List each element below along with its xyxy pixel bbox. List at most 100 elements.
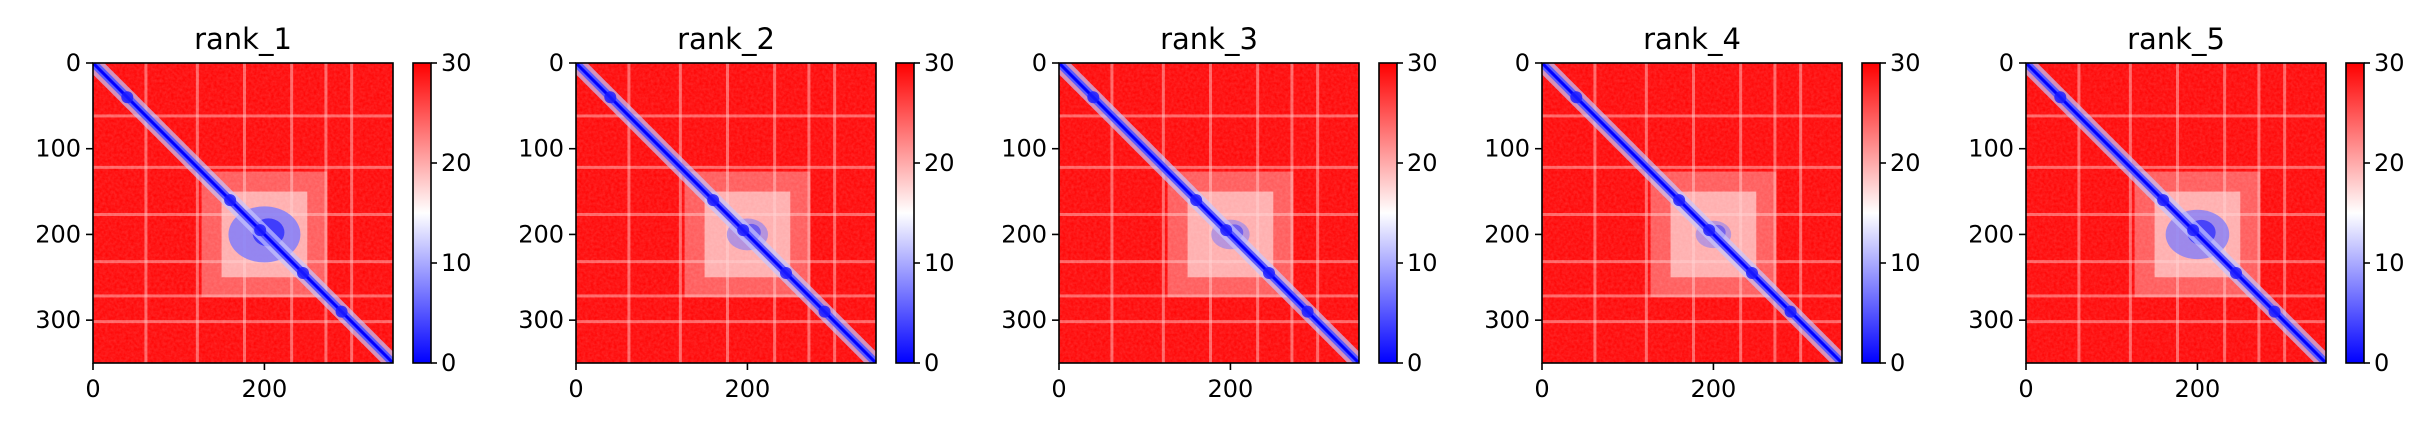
y-tick-label: 0 — [549, 49, 564, 77]
colorbar-frame — [2345, 62, 2365, 364]
x-tick-label: 0 — [1534, 375, 1549, 403]
y-tick-label: 100 — [518, 135, 564, 163]
panel-3: rank_3 0 100 200 300 0 200 0 10 20 30 — [1001, 22, 1437, 403]
colorbar-tick-label: 0 — [1890, 349, 1905, 377]
panel-title: rank_1 — [194, 22, 292, 56]
axes-frame — [2025, 62, 2327, 364]
diagonal-bead — [1703, 224, 1716, 237]
colorbar-tick-label: 30 — [924, 49, 955, 77]
y-tick-label: 200 — [1001, 220, 1047, 248]
colorbar-tick-label: 10 — [1890, 249, 1921, 277]
axes-frame — [1058, 62, 1360, 364]
diagonal-bead — [2054, 91, 2067, 104]
diagonal-bead — [254, 224, 267, 237]
y-tick-label: 100 — [1484, 135, 1530, 163]
colorbar-tick-label: 30 — [2374, 49, 2405, 77]
colorbar-tick-label: 0 — [2374, 349, 2389, 377]
colorbar-tick-label: 0 — [924, 349, 939, 377]
colorbar-tick-label: 20 — [441, 149, 472, 177]
diagonal-bead — [1087, 91, 1100, 104]
colorbar-tick-label: 10 — [1407, 249, 1438, 277]
diagonal-bead — [2187, 224, 2200, 237]
heatmap — [576, 63, 876, 363]
x-tick-label: 200 — [725, 375, 771, 403]
colorbar-tick-label: 10 — [924, 249, 955, 277]
colorbar — [896, 63, 914, 363]
colorbar-tick-label: 20 — [1890, 149, 1921, 177]
diagonal-bead — [1263, 267, 1275, 279]
axes-frame — [575, 62, 877, 364]
colorbar-tick-label: 30 — [1407, 49, 1438, 77]
x-tick-label: 200 — [2175, 375, 2221, 403]
colorbar-tick-label: 20 — [2374, 149, 2405, 177]
x-tick-label: 0 — [568, 375, 583, 403]
diagonal-bead — [335, 305, 348, 318]
y-tick-label: 300 — [35, 306, 81, 334]
colorbar-tick-label: 10 — [441, 249, 472, 277]
y-tick-label: 200 — [1968, 220, 2014, 248]
colorbar-tick-label: 10 — [2374, 249, 2405, 277]
heatmap — [1059, 63, 1359, 363]
diagonal-bead — [737, 224, 750, 237]
colorbar-tick-label: 0 — [441, 349, 456, 377]
colorbar-tick-label: 30 — [1890, 49, 1921, 77]
diagonal-bead — [604, 91, 617, 104]
y-tick-label: 200 — [35, 220, 81, 248]
panel-title: rank_3 — [1160, 22, 1258, 56]
heatmap — [1542, 63, 1842, 363]
diagonal-bead — [1570, 91, 1583, 104]
diagonal-bead — [818, 305, 831, 318]
y-tick-label: 300 — [1484, 306, 1530, 334]
x-tick-label: 200 — [1691, 375, 1737, 403]
diagonal-bead — [1746, 267, 1758, 279]
diagonal-bead — [1784, 305, 1797, 318]
y-tick-label: 300 — [518, 306, 564, 334]
diagonal-bead — [780, 267, 792, 279]
diagonal-bead — [121, 91, 134, 104]
diagonal-bead — [1673, 194, 1686, 207]
panel-1: rank_1 0 100 200 300 0 200 0 10 20 30 — [35, 22, 471, 403]
colorbar — [413, 63, 431, 363]
colorbar-frame — [895, 62, 915, 364]
colorbar-tick-label: 20 — [1407, 149, 1438, 177]
y-tick-label: 100 — [35, 135, 81, 163]
y-tick-label: 200 — [518, 220, 564, 248]
diagonal-bead — [224, 194, 237, 207]
colorbar-tick-label: 0 — [1407, 349, 1422, 377]
axes-frame — [1541, 62, 1843, 364]
panel-title: rank_2 — [677, 22, 775, 56]
colorbar-frame — [1378, 62, 1398, 364]
panel-2: rank_2 0 100 200 300 0 200 0 10 20 30 — [518, 22, 954, 403]
y-tick-label: 0 — [1515, 49, 1530, 77]
colorbar-frame — [1861, 62, 1881, 364]
diagonal-bead — [2157, 194, 2170, 207]
diagonal-bead — [1220, 224, 1233, 237]
x-tick-label: 200 — [242, 375, 288, 403]
colorbar-frame — [412, 62, 432, 364]
heatmap — [2026, 63, 2326, 363]
y-tick-label: 300 — [1968, 306, 2014, 334]
panel-title: rank_5 — [2127, 22, 2225, 56]
y-tick-label: 0 — [1999, 49, 2014, 77]
colorbar — [2346, 63, 2364, 363]
panel-4: rank_4 0 100 200 300 0 200 0 10 20 30 — [1484, 22, 1920, 403]
axes-frame — [92, 62, 394, 364]
diagonal-bead — [297, 267, 309, 279]
diagonal-bead — [2268, 305, 2281, 318]
diagonal-bead — [2230, 267, 2242, 279]
colorbar — [1862, 63, 1880, 363]
diagonal-bead — [1301, 305, 1314, 318]
y-tick-label: 300 — [1001, 306, 1047, 334]
diagonal-bead — [707, 194, 720, 207]
panel-title: rank_4 — [1643, 22, 1741, 56]
colorbar-tick-label: 20 — [924, 149, 955, 177]
x-tick-label: 200 — [1208, 375, 1254, 403]
diagonal-bead — [1190, 194, 1203, 207]
x-tick-label: 0 — [1051, 375, 1066, 403]
x-tick-label: 0 — [2018, 375, 2033, 403]
colorbar-tick-label: 30 — [441, 49, 472, 77]
y-tick-label: 100 — [1968, 135, 2014, 163]
panel-5: rank_5 0 100 200 300 0 200 0 10 20 30 — [1968, 22, 2404, 403]
y-tick-label: 0 — [66, 49, 81, 77]
